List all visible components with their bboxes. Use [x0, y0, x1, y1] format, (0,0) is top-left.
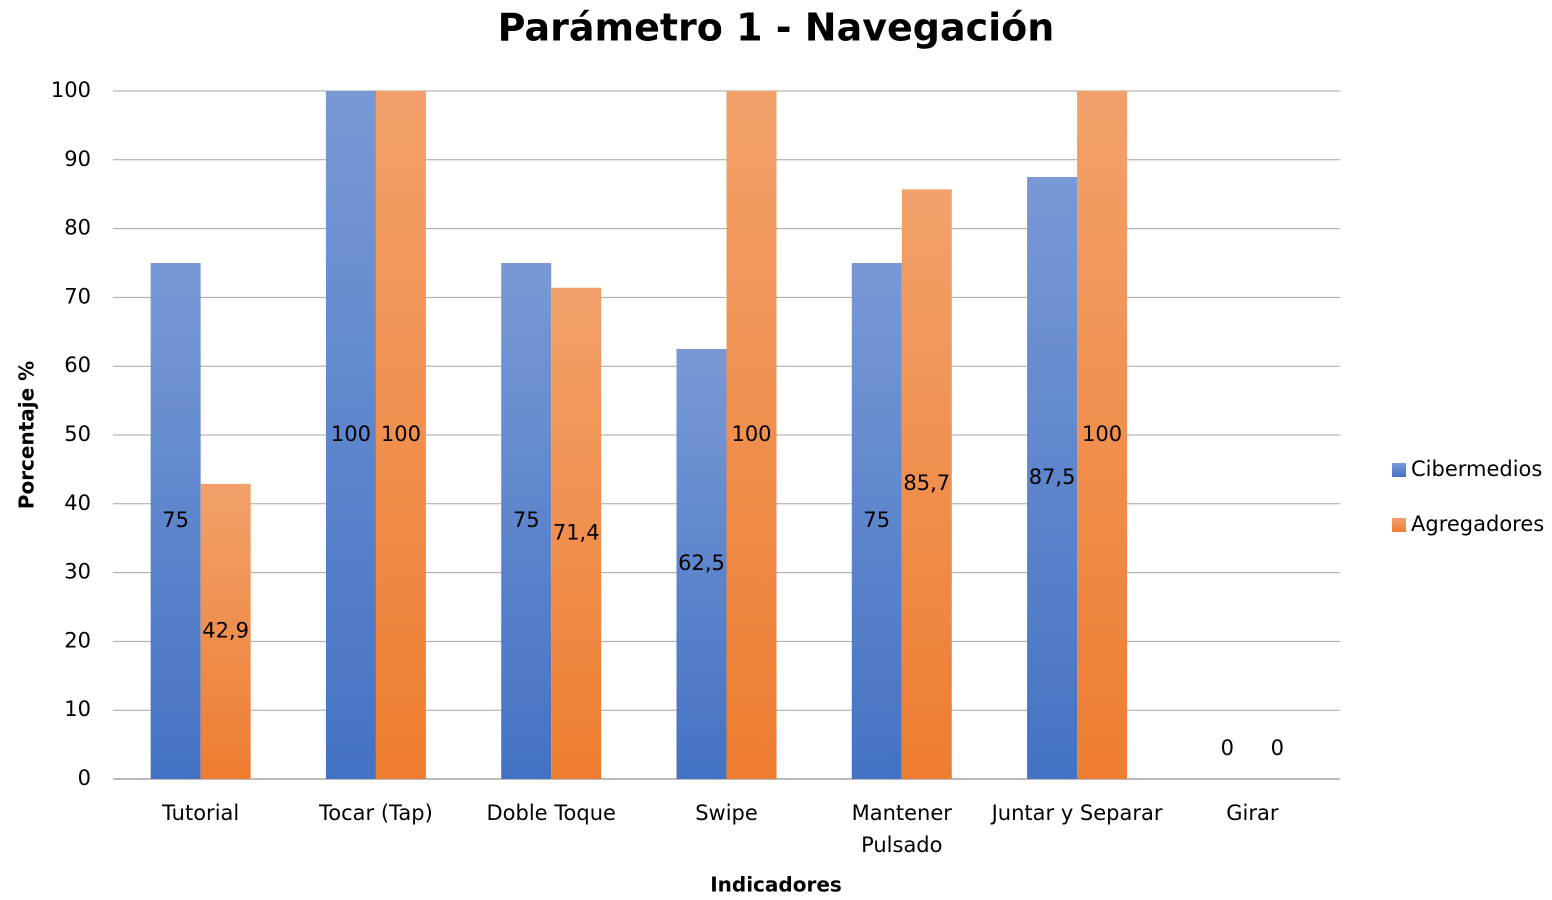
y-tick-label: 60: [64, 353, 91, 377]
x-tick-label: Mantener Pulsado: [852, 801, 953, 857]
data-label: 85,7: [903, 471, 950, 495]
data-label: 75: [162, 508, 189, 532]
y-tick-label: 50: [64, 422, 91, 446]
bar: [325, 91, 376, 779]
legend-label: Cibermedios: [1411, 457, 1542, 481]
bar: [1027, 177, 1078, 779]
x-tick-label: Tutorial: [161, 801, 239, 825]
x-tick-label: Girar: [1226, 801, 1279, 825]
data-label: 0: [1271, 736, 1284, 760]
data-label: 62,5: [678, 551, 725, 575]
y-tick-label: 80: [64, 216, 91, 240]
y-tick-label: 30: [64, 560, 91, 584]
bar: [200, 483, 251, 779]
x-tick-label: Juntar y Separar: [990, 801, 1163, 825]
bar: [551, 287, 602, 779]
y-tick-label: 20: [64, 628, 91, 652]
data-label: 100: [331, 422, 371, 446]
x-axis-label: Indicadores: [710, 873, 842, 897]
data-label: 100: [1082, 422, 1122, 446]
legend-label: Agregadores: [1411, 512, 1544, 536]
bar: [501, 263, 552, 779]
y-tick-label: 100: [51, 78, 91, 102]
bar: [375, 91, 426, 779]
y-axis-label: Porcentaje %: [15, 361, 39, 509]
data-label: 100: [731, 422, 771, 446]
x-tick-label: Swipe: [695, 801, 758, 825]
x-tick-label: Doble Toque: [486, 801, 615, 825]
bar: [676, 349, 727, 779]
y-tick-label: 90: [64, 147, 91, 171]
data-label: 0: [1221, 736, 1234, 760]
data-label: 75: [513, 508, 540, 532]
y-tick-label: 0: [78, 766, 91, 790]
bar: [1077, 91, 1128, 779]
data-label: 42,9: [202, 618, 249, 642]
data-label: 75: [863, 508, 890, 532]
bar: [901, 189, 952, 779]
data-label: 87,5: [1029, 465, 1076, 489]
y-tick-label: 10: [64, 697, 91, 721]
bar: [726, 91, 777, 779]
x-tick-label: Tocar (Tap): [318, 801, 433, 825]
bar: [150, 263, 201, 779]
y-tick-label: 40: [64, 491, 91, 515]
data-label: 71,4: [553, 520, 600, 544]
chart-title: Parámetro 1 - Navegación: [498, 6, 1055, 50]
data-label: 100: [381, 422, 421, 446]
bar: [851, 263, 902, 779]
y-tick-label: 70: [64, 284, 91, 308]
legend-swatch: [1392, 518, 1406, 532]
legend-swatch: [1392, 463, 1406, 477]
